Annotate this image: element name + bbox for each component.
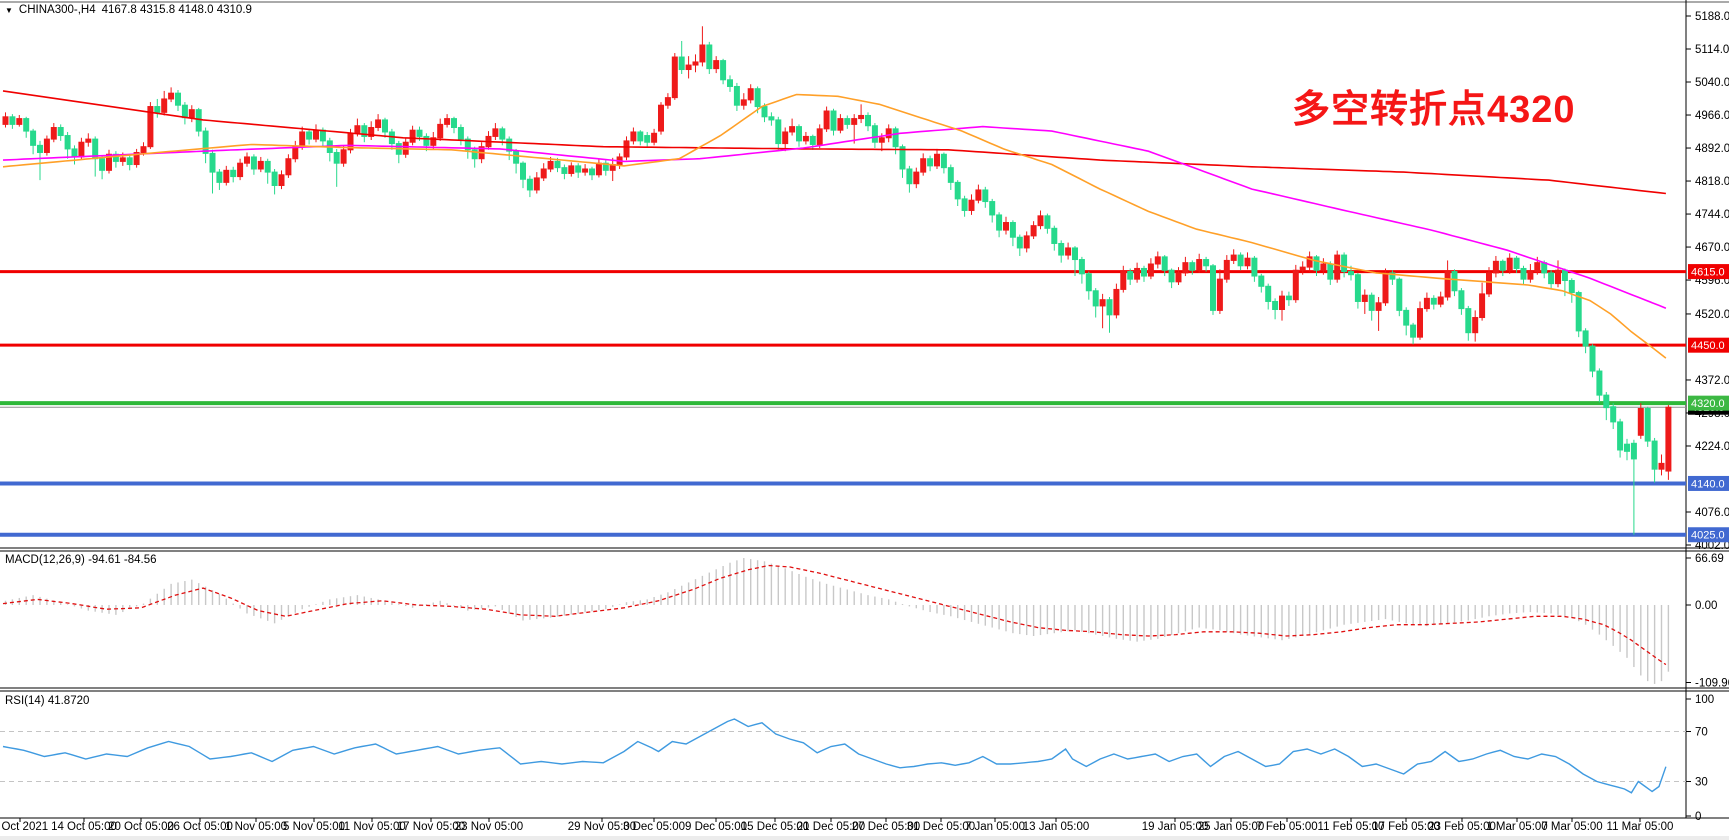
annotation-text: 多空转折点4320 [1292,89,1576,131]
time-axis-label: 7 Jan 05:00 [965,821,1025,833]
time-axis-label: 7 Feb 05:00 [1256,821,1317,833]
time-axis-label: 14 Oct 05:00 [51,821,117,833]
time-axis-label: 11 Feb 05:00 [1318,821,1385,833]
time-axis-label: 5 Nov 05:00 [283,821,345,833]
time-axis-label: 1 Nov 05:00 [225,821,287,833]
time-axis-label: 17 Feb 05:00 [1372,821,1440,833]
macd-signal-line [2,564,1667,666]
time-axis-label: 23 Feb 05:00 [1428,821,1496,833]
price-tag[interactable] [1688,337,1729,353]
price-axis-label: 4372.0 [1695,375,1729,387]
price-axis-label: 5188.0 [1695,11,1729,23]
price-tag-text: 4450.0 [1691,340,1725,352]
time-axis-label: 11 Nov 05:00 [338,821,406,833]
time-axis-label: 13 Jan 05:00 [1023,821,1090,833]
rsi-axis-label: 0 [1695,811,1701,823]
price-axis-label: 4224.0 [1695,441,1729,453]
time-axis-label: 31 Dec 05:00 [907,821,975,833]
macd-axis-label: 0.00 [1695,600,1717,612]
time-axis-label: 21 Dec 05:00 [797,821,865,833]
time-axis-label: 15 Dec 05:00 [741,821,809,833]
ma-slow-line [2,90,1666,195]
time-axis-label: 7 Mar 05:00 [1541,821,1602,833]
symbol-ohlc-values: 4167.8 4315.8 4148.0 4310.9 [101,4,252,16]
price-tag-text: 4025.0 [1691,530,1725,542]
price-axis-label: 4744.0 [1695,209,1729,221]
price-axis: 5188.0 5114.0 5040.0 4966.0 4892.0 4818.0 4744… [1686,11,1729,823]
ma-medium-line [2,125,1667,309]
time-axis-label: 17 Nov 05:00 [397,821,465,833]
macd-indicator-label: MACD(12,26,9) -94.61 -84.56 [5,554,157,566]
rsi-axis-label: 30 [1695,777,1708,789]
time-axis-label: 23 Nov 05:00 [455,821,523,833]
macd-axis-label: -109.96 [1695,677,1729,689]
symbol-title: CHINA300-,H4 [18,4,96,16]
macd-axis-label: 66.69 [1695,553,1724,565]
time-axis-label: 27 Dec 05:00 [852,821,920,833]
price-axis-label: 4002.0 [1695,540,1729,552]
price-axis-label: 5040.0 [1695,77,1729,89]
time-axis-label: 29 Nov 05:00 [568,821,636,833]
price-tag[interactable] [1688,264,1729,280]
rsi-indicator-label: RSI(14) 41.8720 [5,695,90,707]
candles-layer [2,26,1672,535]
rsi-axis-label: 70 [1695,727,1708,739]
price-tag-text: 4320.0 [1691,398,1725,410]
time-axis-label: 8 Oct 2021 [0,821,48,833]
time-axis-label: 1 Mar 05:00 [1486,821,1547,833]
price-axis-label: 4966.0 [1695,110,1729,122]
price-tag-text: 4140.0 [1691,478,1725,490]
time-axis-label: 25 Jan 05:00 [1198,821,1265,833]
price-axis-label: 5114.0 [1695,44,1729,56]
price-axis-label: 4520.0 [1695,309,1729,321]
rsi-axis-label: 100 [1695,694,1714,706]
time-axis-label: 20 Oct 05:00 [108,821,174,833]
macd-histogram [4,557,1670,684]
time-axis-label: 9 Dec 05:00 [685,821,747,833]
ma-fast-line [2,93,1667,359]
horizontal-price-lines[interactable] [0,270,1686,537]
price-tag-text: 4615.0 [1691,267,1725,279]
price-axis-label: 4892.0 [1695,143,1729,155]
symbol-header: ▼ CHINA300-,H4 4167.8 4315.8 4148.0 4310… [5,4,252,16]
price-axis-label: 4818.0 [1695,176,1729,188]
price-tag[interactable] [1688,395,1729,411]
time-axis-label: 19 Jan 05:00 [1142,821,1209,833]
time-axis-label: 26 Oct 05:00 [167,821,233,833]
rsi-line [2,718,1667,794]
time-axis-label: 11 Mar 05:00 [1607,821,1674,833]
price-axis-label: 4076.0 [1695,507,1729,519]
time-axis-label: 3 Dec 05:00 [623,821,685,833]
collapse-chart-icon[interactable]: ▼ [5,5,13,15]
price-tag[interactable] [1688,475,1729,491]
price-axis-label: 4670.0 [1695,242,1729,254]
price-tag[interactable] [1688,527,1729,543]
